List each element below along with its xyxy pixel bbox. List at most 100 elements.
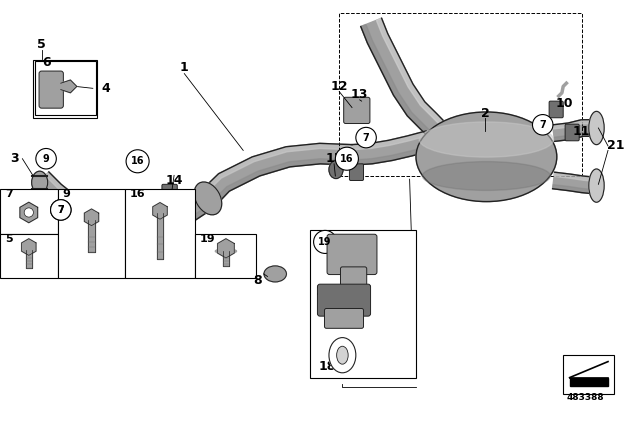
FancyBboxPatch shape	[0, 233, 58, 278]
Polygon shape	[351, 131, 431, 165]
Text: 17: 17	[342, 254, 360, 267]
Ellipse shape	[329, 161, 343, 179]
Polygon shape	[351, 131, 428, 150]
Polygon shape	[198, 143, 353, 198]
Text: 14: 14	[165, 174, 183, 187]
Circle shape	[51, 200, 71, 220]
Text: 7: 7	[540, 120, 546, 130]
Ellipse shape	[589, 112, 604, 145]
Text: 16: 16	[131, 156, 145, 166]
Polygon shape	[209, 159, 352, 209]
Text: 483388: 483388	[566, 393, 604, 402]
Polygon shape	[45, 172, 202, 222]
FancyBboxPatch shape	[125, 189, 195, 278]
Text: 5: 5	[37, 38, 46, 52]
FancyBboxPatch shape	[35, 61, 96, 115]
Circle shape	[356, 127, 376, 148]
Bar	[26, 247, 32, 267]
Ellipse shape	[264, 266, 287, 282]
Polygon shape	[429, 131, 440, 137]
Text: 19: 19	[318, 237, 332, 247]
Ellipse shape	[215, 249, 237, 254]
Polygon shape	[428, 131, 440, 152]
Circle shape	[24, 208, 33, 217]
Text: 21: 21	[607, 139, 625, 152]
Polygon shape	[552, 120, 595, 129]
Text: 5: 5	[5, 234, 13, 244]
Polygon shape	[554, 132, 595, 142]
Polygon shape	[198, 143, 353, 209]
FancyBboxPatch shape	[310, 230, 416, 378]
Bar	[223, 248, 229, 266]
Polygon shape	[84, 209, 99, 226]
FancyBboxPatch shape	[349, 164, 364, 181]
FancyBboxPatch shape	[117, 197, 131, 212]
Polygon shape	[353, 146, 431, 165]
Text: 7: 7	[5, 189, 13, 199]
Text: 8: 8	[253, 274, 262, 287]
Text: 2: 2	[481, 108, 490, 121]
Text: 19: 19	[200, 234, 215, 244]
Ellipse shape	[419, 122, 554, 157]
FancyBboxPatch shape	[565, 124, 579, 141]
FancyBboxPatch shape	[549, 101, 563, 118]
Ellipse shape	[589, 169, 604, 202]
Circle shape	[314, 230, 337, 254]
Circle shape	[532, 115, 553, 135]
Text: 3: 3	[10, 152, 19, 165]
FancyBboxPatch shape	[344, 97, 370, 124]
Text: 9: 9	[43, 154, 49, 164]
Text: 12: 12	[330, 80, 348, 93]
Circle shape	[126, 150, 149, 173]
Polygon shape	[22, 239, 36, 255]
Ellipse shape	[329, 338, 356, 373]
Polygon shape	[61, 80, 77, 93]
Polygon shape	[153, 202, 167, 219]
FancyBboxPatch shape	[340, 267, 367, 293]
Text: 7: 7	[363, 133, 369, 142]
Circle shape	[335, 147, 358, 170]
Text: 6: 6	[42, 56, 51, 69]
Text: 7: 7	[58, 205, 64, 215]
FancyBboxPatch shape	[0, 189, 58, 233]
Polygon shape	[376, 18, 451, 138]
FancyBboxPatch shape	[39, 71, 63, 108]
Ellipse shape	[32, 171, 47, 194]
Ellipse shape	[337, 346, 348, 364]
Circle shape	[36, 148, 56, 169]
Ellipse shape	[422, 162, 550, 190]
FancyBboxPatch shape	[324, 309, 364, 328]
Polygon shape	[552, 172, 596, 194]
Text: 11: 11	[572, 125, 590, 138]
Polygon shape	[35, 183, 211, 237]
FancyBboxPatch shape	[162, 184, 177, 201]
Text: 10: 10	[556, 97, 573, 110]
Text: 7: 7	[58, 205, 64, 215]
Text: 15: 15	[325, 152, 343, 165]
Polygon shape	[35, 172, 211, 237]
FancyBboxPatch shape	[563, 355, 614, 394]
Bar	[88, 217, 95, 253]
Polygon shape	[570, 378, 608, 386]
Polygon shape	[361, 25, 435, 142]
Text: 16: 16	[130, 189, 145, 199]
Text: 20: 20	[316, 284, 334, 298]
Circle shape	[51, 200, 71, 220]
Polygon shape	[361, 18, 451, 142]
Bar	[157, 211, 163, 259]
Polygon shape	[218, 239, 234, 258]
Text: 16: 16	[340, 154, 354, 164]
Text: 1: 1	[180, 60, 189, 74]
FancyBboxPatch shape	[195, 233, 256, 278]
Polygon shape	[20, 202, 38, 223]
Text: 13: 13	[351, 88, 369, 101]
Polygon shape	[552, 120, 595, 142]
Text: 18: 18	[319, 360, 337, 373]
Polygon shape	[554, 172, 596, 181]
Text: 9: 9	[63, 189, 70, 199]
FancyBboxPatch shape	[327, 234, 377, 275]
Ellipse shape	[195, 182, 221, 215]
Text: 4: 4	[101, 82, 110, 95]
FancyBboxPatch shape	[317, 284, 371, 316]
Polygon shape	[428, 146, 438, 152]
